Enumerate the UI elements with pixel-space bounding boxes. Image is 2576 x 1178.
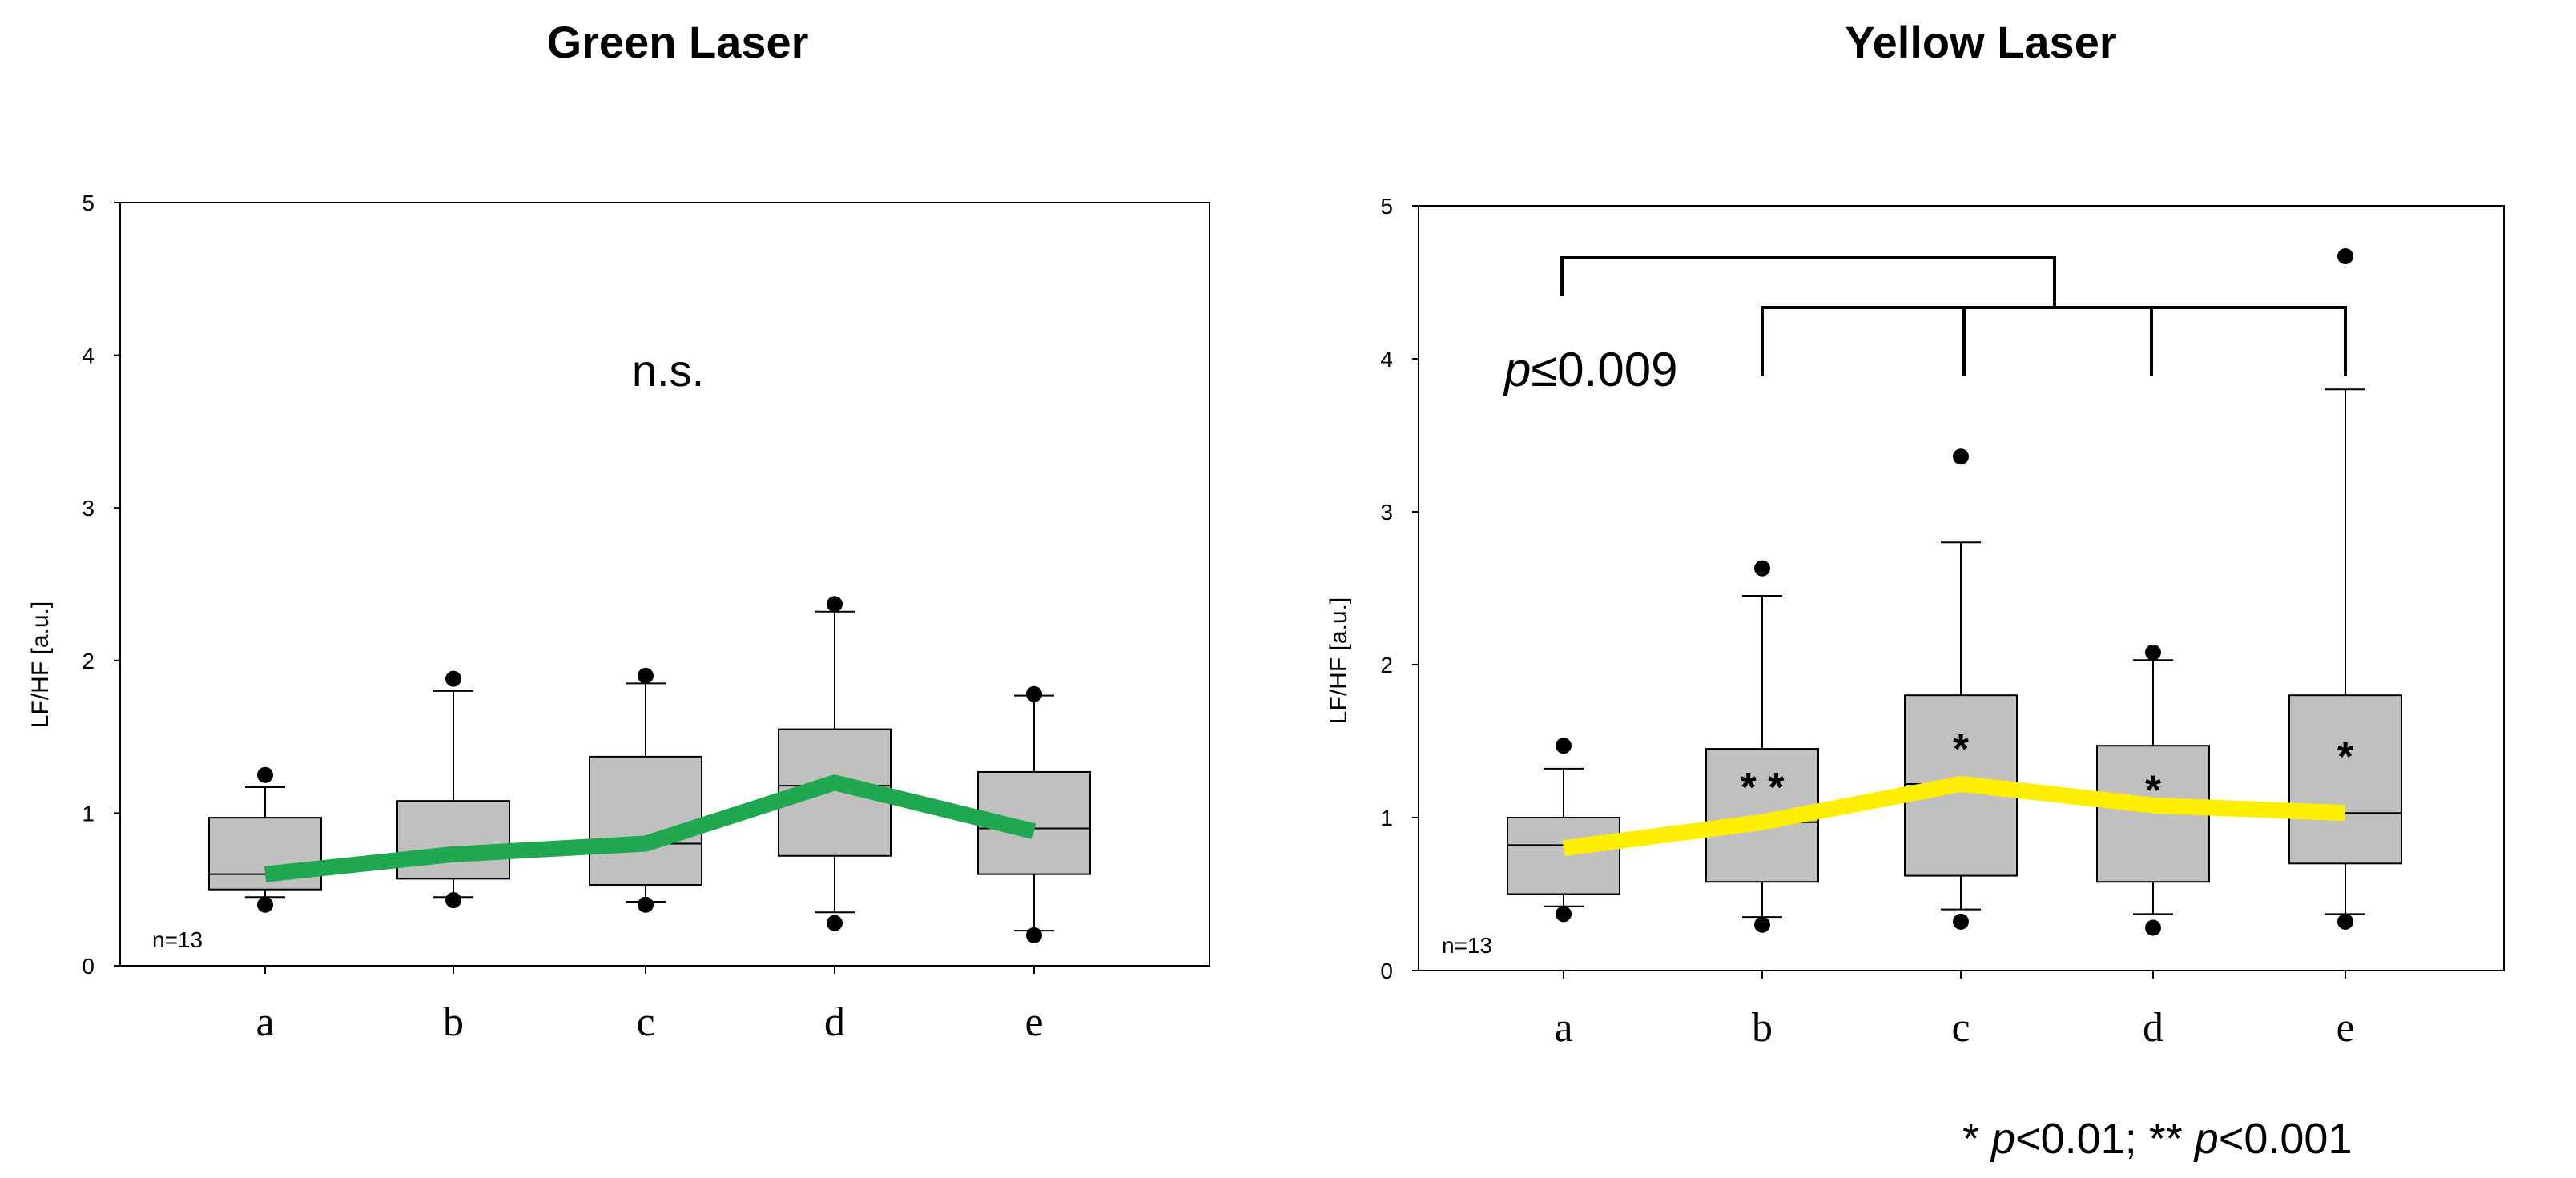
significance-star: * xyxy=(2145,768,2162,814)
green-y-tick-label: 4 xyxy=(82,344,95,368)
outlier-point xyxy=(2337,248,2353,265)
outlier-point xyxy=(1953,913,1969,930)
outlier-point xyxy=(1026,927,1042,943)
outlier-point xyxy=(1754,560,1770,577)
significance-bracket xyxy=(1560,256,2347,376)
box-iqr xyxy=(2288,694,2402,865)
green-x-tick-label: e xyxy=(1024,999,1043,1045)
significance-star: * xyxy=(1953,726,1970,773)
yellow-chart-title: Yellow Laser xyxy=(1845,17,2116,67)
outlier-point xyxy=(1754,916,1770,933)
yellow-box-e xyxy=(2288,248,2402,930)
green-y-tick-label: 3 xyxy=(82,496,95,521)
yellow-x-tick-label: d xyxy=(2143,1005,2163,1051)
green-n-label: n=13 xyxy=(152,927,203,952)
box-iqr xyxy=(208,817,322,891)
yellow-x-tick-label: e xyxy=(2336,1005,2354,1051)
box-iqr xyxy=(1507,817,1620,895)
yellow-y-tick-label: 1 xyxy=(1380,806,1393,830)
outlier-point xyxy=(2145,919,2161,936)
green-x-tick-label: c xyxy=(636,999,654,1045)
green-y-tick-label: 5 xyxy=(82,191,95,215)
yellow-y-axis-label: LF/HF [a.u.] xyxy=(1326,597,1352,724)
significance-star: * xyxy=(2337,734,2354,781)
green-y-tick-label: 1 xyxy=(82,801,95,826)
outlier-point xyxy=(445,892,461,909)
yellow-x-tick-label: a xyxy=(1554,1005,1572,1051)
green-ns-annotation: n.s. xyxy=(632,345,704,396)
yellow-x-tick-label: b xyxy=(1752,1005,1773,1051)
outlier-point xyxy=(1953,448,1969,465)
yellow-n-label: n=13 xyxy=(1442,933,1492,958)
outlier-point xyxy=(257,896,273,913)
outlier-point xyxy=(445,670,461,687)
yellow-y-tick-label: 5 xyxy=(1380,194,1393,219)
green-trend-line xyxy=(264,774,1036,882)
green-y-tick-label: 0 xyxy=(82,954,95,979)
outlier-point xyxy=(2145,644,2161,661)
green-y-axis-label: LF/HF [a.u.] xyxy=(27,601,54,728)
green-chart-title: Green Laser xyxy=(547,17,809,67)
green-x-tick-label: a xyxy=(256,999,274,1045)
yellow-y-tick-label: 0 xyxy=(1380,959,1393,983)
yellow-chart-panel: LF/HF [a.u.] n=13 p≤0.009 0 1 2 3 4 5 a b c d e *… xyxy=(1326,194,2505,1051)
outlier-point xyxy=(257,766,273,783)
outlier-point xyxy=(638,667,654,684)
box-iqr xyxy=(396,800,510,880)
green-y-tick-label: 2 xyxy=(82,649,95,673)
p-value-annotation: p≤0.009 xyxy=(1503,343,1677,396)
green-x-tick-label: d xyxy=(824,999,845,1045)
yellow-trend-line xyxy=(1562,775,2346,857)
outlier-point xyxy=(827,915,843,931)
yellow-y-tick-label: 2 xyxy=(1380,653,1393,677)
significance-star: * * xyxy=(1741,765,1785,811)
box-iqr xyxy=(589,755,702,886)
yellow-y-tick-label: 4 xyxy=(1380,347,1393,372)
outlier-point xyxy=(1556,906,1572,923)
outlier-point xyxy=(827,596,843,613)
outlier-point xyxy=(2337,913,2353,930)
yellow-x-tick-label: c xyxy=(1951,1005,1970,1051)
yellow-y-tick-label: 3 xyxy=(1380,500,1393,525)
green-box-c xyxy=(589,667,702,913)
outlier-point xyxy=(638,896,654,913)
yellow-box-a xyxy=(1507,738,1620,923)
outlier-point xyxy=(1026,685,1042,702)
significance-footnote: * p<0.01; ** p<0.001 xyxy=(1962,1115,2352,1163)
outlier-point xyxy=(1556,738,1572,754)
green-x-tick-label: b xyxy=(443,999,464,1045)
green-chart-panel: LF/HF [a.u.] n=13 n.s. 0 1 2 3 4 5 a b c d e xyxy=(27,191,1210,1045)
